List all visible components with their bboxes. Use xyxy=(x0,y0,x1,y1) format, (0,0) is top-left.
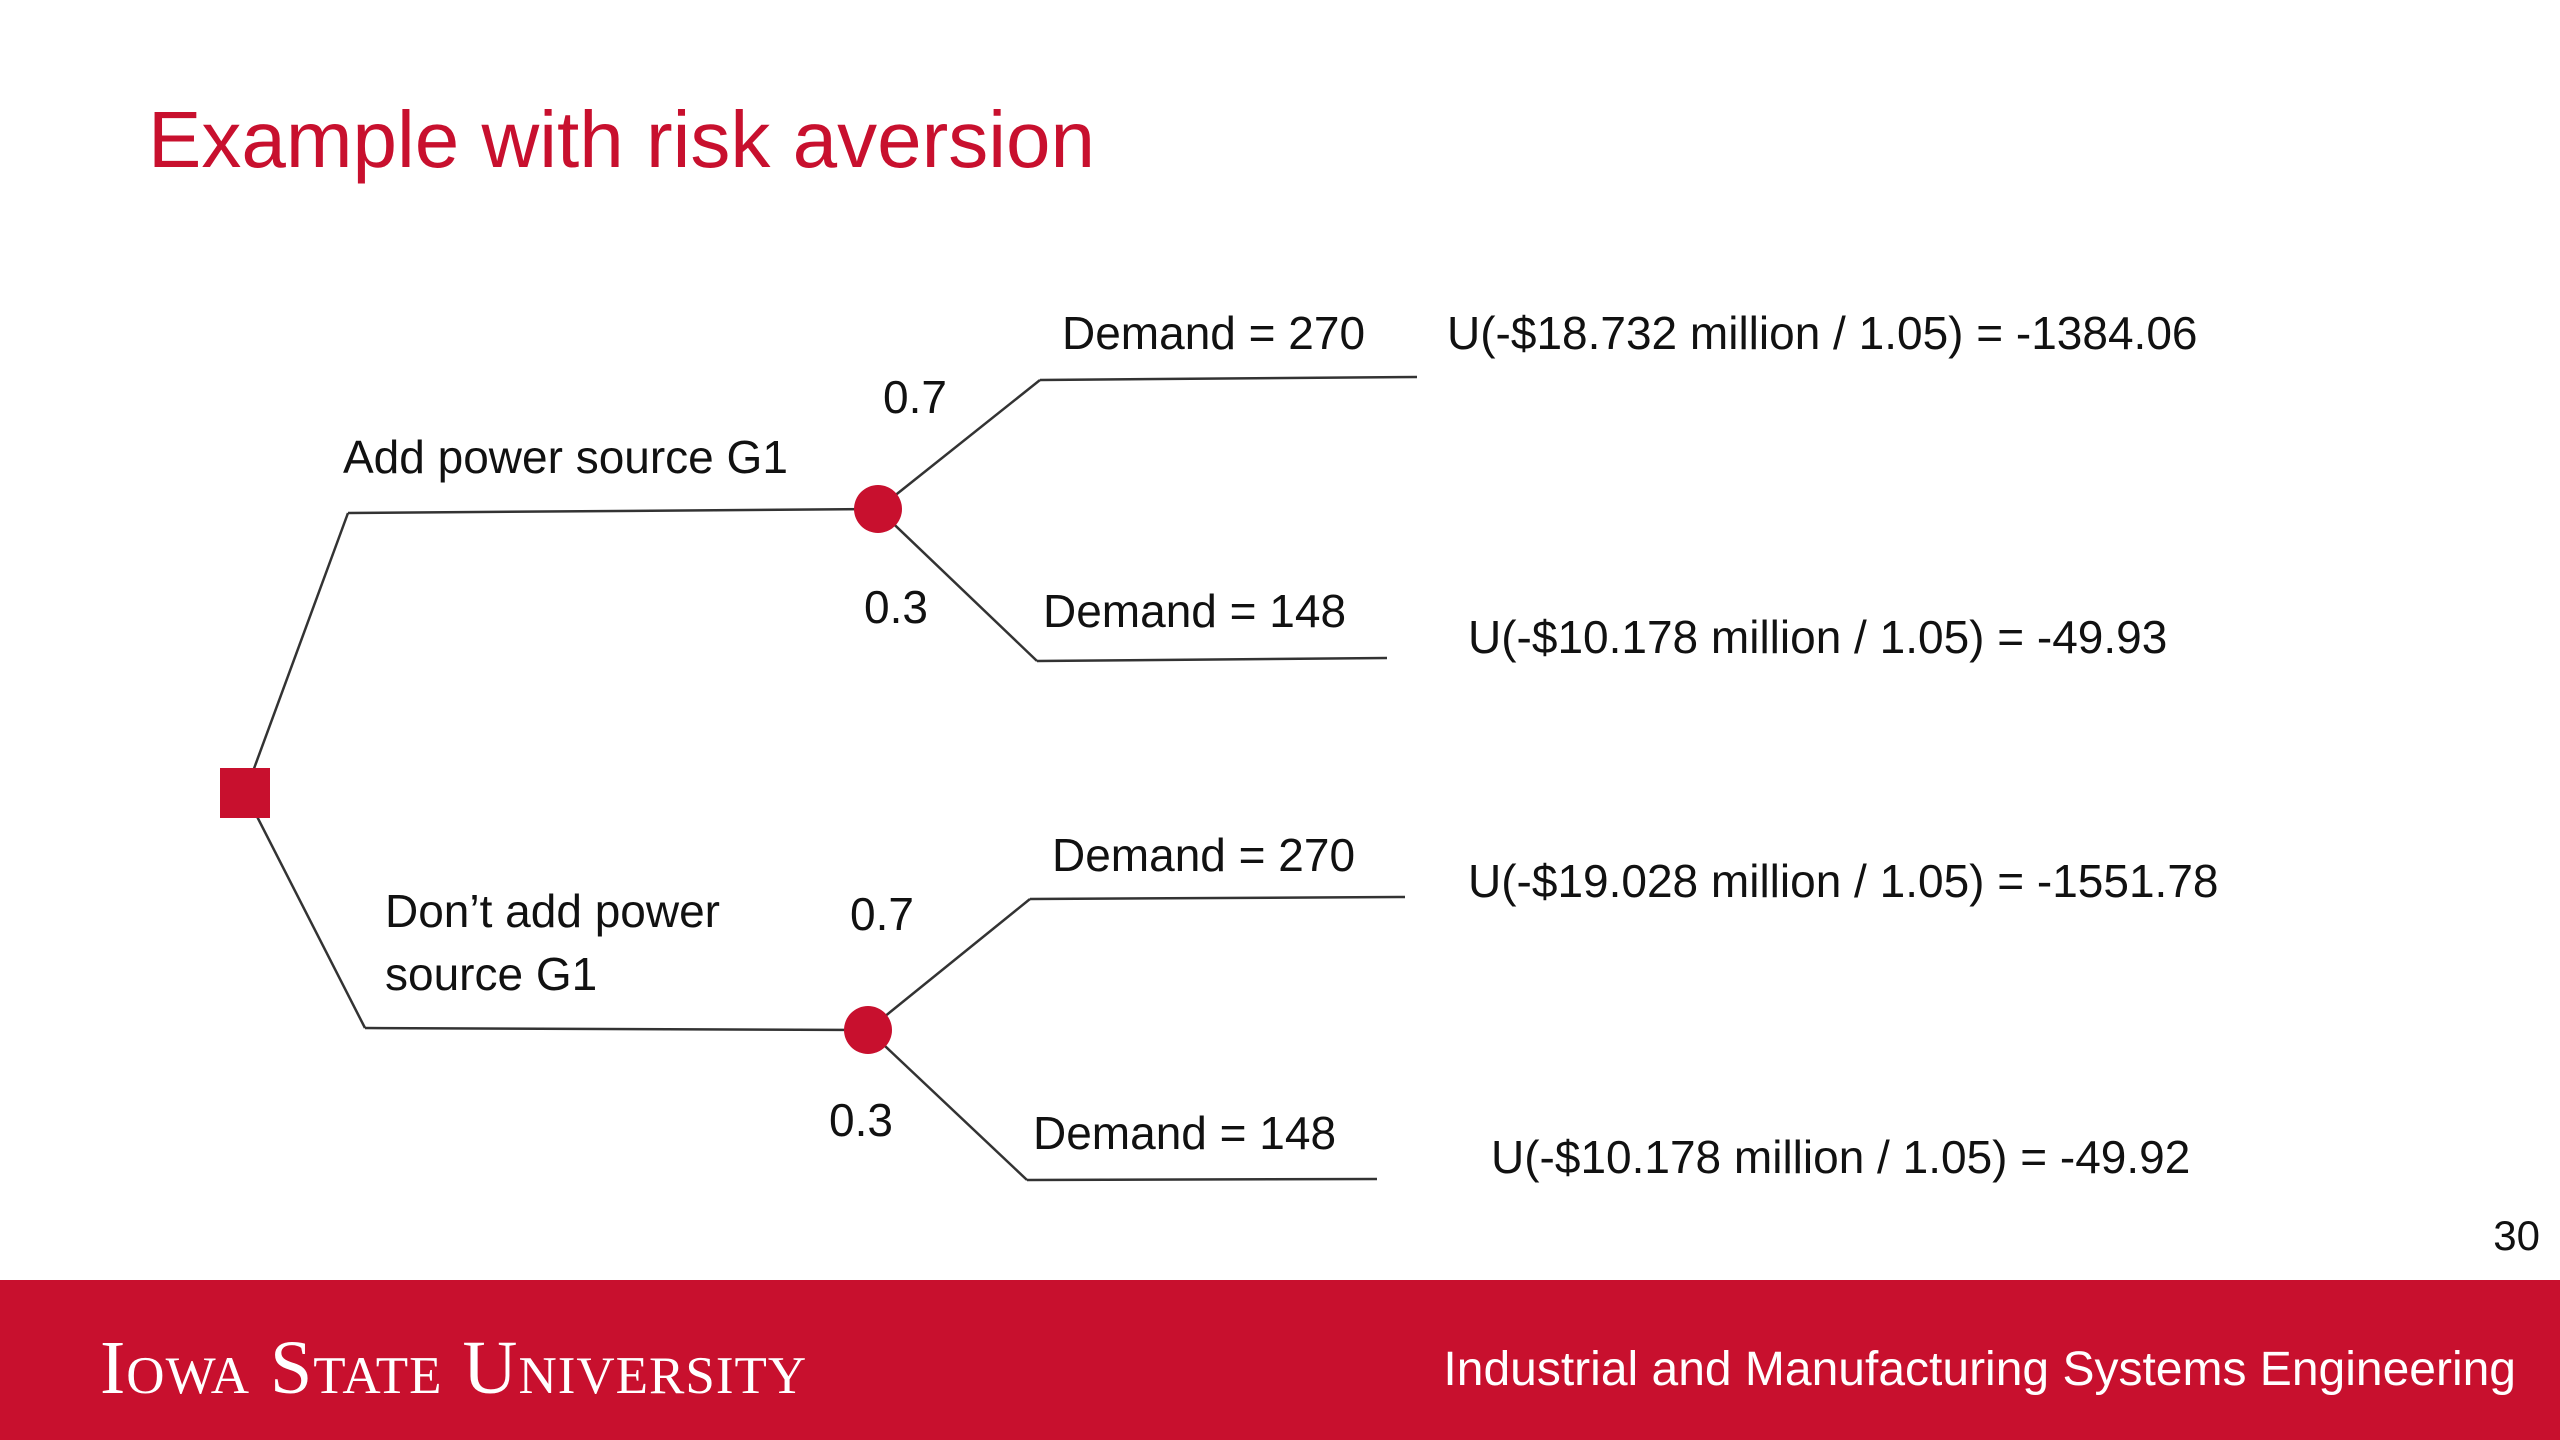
branch-line-add xyxy=(243,512,350,794)
slide-title: Example with risk aversion xyxy=(148,95,1095,184)
outcome-label: Demand = 270 xyxy=(1062,307,1366,359)
outcome-line-1-down-horizontal xyxy=(1036,656,1388,663)
chance-node-2 xyxy=(844,1006,892,1054)
branch-label-dont-add: Don’t add power source G1 xyxy=(385,885,720,1001)
probability-label: 0.7 xyxy=(850,888,914,940)
probability-label: 0.3 xyxy=(829,1094,893,1146)
outcome-line-1-up-horizontal xyxy=(1039,375,1418,382)
outcome-line-2-down-horizontal xyxy=(1026,1177,1378,1182)
chance-node-1 xyxy=(854,485,902,533)
outcome-label: Demand = 148 xyxy=(1043,585,1347,637)
branch-line-dont-add xyxy=(243,792,367,1029)
university-logo: Iowa State University xyxy=(100,1326,808,1410)
utility-label: U(-$10.178 million / 1.05) = -49.93 xyxy=(1468,611,2168,663)
utility-label: U(-$10.178 million / 1.05) = -49.92 xyxy=(1491,1131,2191,1183)
branch-label-add: Add power source G1 xyxy=(343,431,788,483)
decision-node xyxy=(220,768,270,818)
footer-bar: Iowa State University Industrial and Man… xyxy=(0,1280,2560,1440)
outcome-line-1-up xyxy=(877,379,1041,510)
outcome-label: Demand = 270 xyxy=(1052,829,1356,881)
outcome-line-1-down xyxy=(877,508,1038,662)
department-name: Industrial and Manufacturing Systems Eng… xyxy=(1443,1343,2516,1396)
branch-line-dont-add-horizontal xyxy=(364,1026,869,1032)
outcome-line-2-down xyxy=(867,1029,1028,1181)
outcome-label: Demand = 148 xyxy=(1033,1107,1337,1159)
utility-label: U(-$19.028 million / 1.05) = -1551.78 xyxy=(1468,855,2219,907)
outcome-line-2-up xyxy=(867,898,1031,1031)
page-number: 30 xyxy=(2493,1212,2540,1259)
probability-label: 0.3 xyxy=(864,581,928,633)
utility-label: U(-$18.732 million / 1.05) = -1384.06 xyxy=(1447,307,2198,359)
branch-line-add-horizontal xyxy=(347,507,879,515)
probability-label: 0.7 xyxy=(883,371,947,423)
outcome-line-2-up-horizontal xyxy=(1029,895,1406,901)
